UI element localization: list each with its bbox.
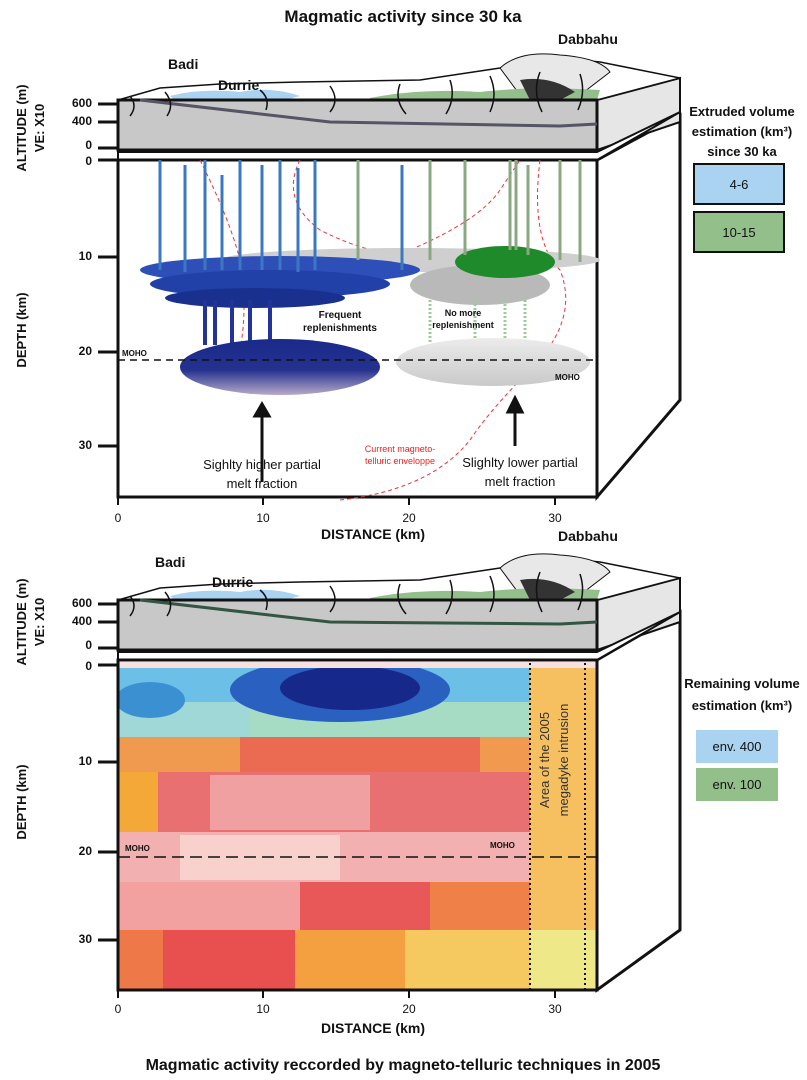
tick-label: 600 [72,96,92,110]
axis-label: DEPTH (km) [14,292,29,367]
legend-title: since 30 ka [707,144,777,159]
annotation: melt fraction [227,476,298,491]
annotation: replenishment [432,320,494,330]
annotation: melt fraction [485,474,556,489]
axis-label: DISTANCE (km) [321,1020,425,1036]
annotation: replenishments [303,323,377,334]
tick-label: 400 [72,114,92,128]
tick-label: 20 [79,344,93,358]
place: Dabbahu [558,31,618,47]
place: Badi [168,56,198,72]
annotation: Slighlty lower partial [462,455,578,470]
figure: Magmatic activity since 30 ka Badi Durri… [0,0,807,1080]
annotation: megadyke intrusion [556,704,571,817]
annotation: No more [445,308,482,318]
tick-label: 10 [256,1002,270,1016]
place: Durrie [212,574,253,590]
tick-label: 600 [72,596,92,610]
place: Durrie [218,77,259,93]
axis-label: ALTITUDE (m) [14,84,29,171]
moho: MOHO [125,844,150,853]
tick-label: 30 [79,932,93,946]
moho: MOHO [555,373,580,382]
tick-label: 400 [72,614,92,628]
tick-label: 30 [548,511,562,525]
legend-item: 10-15 [722,225,755,240]
moho: MOHO [490,841,515,850]
legend-item: env. 400 [713,739,762,754]
caption: Magmatic activity reccorded by magneto-t… [146,1057,661,1074]
tick-label: 20 [402,1002,416,1016]
tick-label: 0 [85,638,92,652]
top-relief [98,54,680,505]
annotation: Current magneto- [365,444,436,454]
legend-title: estimation (km³) [692,698,792,713]
place: Badi [155,554,185,570]
axis-label: ALTITUDE (m) [14,578,29,665]
tick-label: 0 [115,1002,122,1016]
tick-label: 0 [85,154,92,168]
tick-label: 10 [79,754,93,768]
annotation: Area of the 2005 [537,712,552,808]
legend-item: 4-6 [730,177,749,192]
tick-label: 10 [256,511,270,525]
legend-title: Remaining volume [684,676,800,691]
legend-title: Extruded volume [689,104,794,119]
moho: MOHO [122,349,147,358]
annotation: Sighlty higher partial [203,457,321,472]
legend-title: estimation (km³) [692,124,792,139]
axis-label: VE: X10 [32,104,47,152]
bottom-relief [98,554,680,998]
axis-label: DEPTH (km) [14,764,29,839]
axis-label: VE: X10 [32,598,47,646]
tick-label: 10 [79,249,93,263]
tick-label: 20 [402,511,416,525]
tick-label: 20 [79,844,93,858]
tick-label: 0 [85,138,92,152]
title: Magmatic activity since 30 ka [284,7,522,26]
annotation: telluric enveloppe [365,456,435,466]
legend-item: env. 100 [713,777,762,792]
tick-label: 0 [85,659,92,673]
tick-label: 30 [548,1002,562,1016]
tick-label: 0 [115,511,122,525]
axis-label: DISTANCE (km) [321,526,425,542]
tick-label: 30 [79,438,93,452]
place: Dabbahu [558,528,618,544]
annotation: Frequent [319,310,362,321]
